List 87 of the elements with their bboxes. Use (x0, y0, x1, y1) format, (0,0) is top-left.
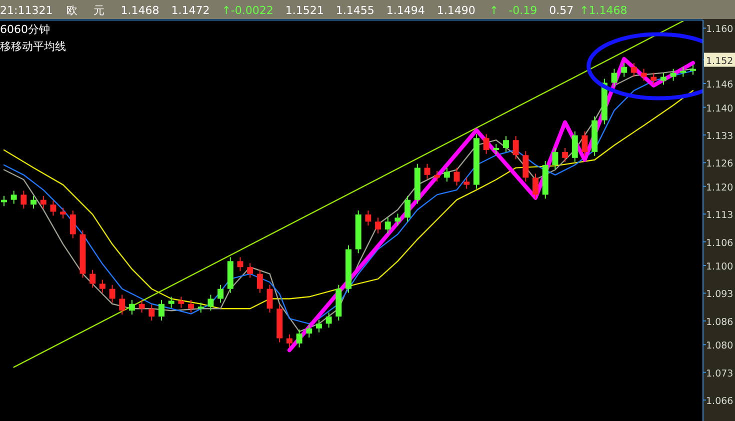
candlestick (522, 150, 529, 182)
candlestick (198, 302, 204, 314)
text: 欧 (66, 4, 78, 17)
candlestick (512, 136, 519, 160)
candlestick (296, 329, 302, 348)
text: 元 (94, 4, 105, 17)
text: 21:11321 (0, 4, 53, 17)
candlestick (503, 136, 509, 152)
candlestick (464, 177, 470, 190)
candlestick (670, 68, 676, 82)
candlestick (483, 134, 490, 154)
candlestick (630, 62, 637, 78)
candlestick (128, 299, 135, 316)
candlestick (119, 294, 126, 316)
candlestick (168, 296, 174, 308)
candlestick (50, 200, 56, 216)
candlestick (10, 190, 17, 204)
candlestick (582, 130, 588, 156)
annotation: 移移动平均线 (0, 40, 66, 53)
y-tick-label: 1.140 (706, 103, 734, 114)
candlestick (690, 64, 696, 76)
y-tick-label: 1.080 (706, 340, 734, 352)
candlestick (572, 130, 578, 162)
candlestick (30, 195, 37, 210)
candlestick (375, 217, 382, 234)
text: 1.1455 (336, 4, 374, 17)
candlestick (218, 284, 224, 304)
candlestick (621, 62, 628, 78)
candlestick (444, 167, 450, 182)
text: 1.1472 (171, 4, 210, 17)
y-tick-label: 1.093 (706, 289, 734, 300)
candlestick (237, 256, 244, 272)
candlestick (40, 195, 46, 210)
y-tick-label: 1.113 (706, 210, 734, 222)
candlestick (138, 299, 145, 314)
y-tick-label: 1.073 (706, 368, 734, 380)
y-tick-label: 1.120 (706, 182, 734, 194)
y-tick-label: 1.066 (706, 396, 734, 408)
text: ↑ (489, 4, 499, 17)
y-tick-label: 1.100 (706, 262, 734, 273)
y-tick-label: 1.152 (706, 56, 734, 67)
candlestick (60, 207, 66, 219)
candlestick (70, 210, 76, 239)
candlestick (178, 296, 184, 308)
candlestick (266, 284, 273, 314)
candlestick (188, 299, 194, 314)
candlestick (384, 217, 391, 234)
text: ↑-0.0022 (222, 4, 274, 17)
y-tick-label: 1.146 (706, 80, 734, 91)
y-tick-label: 1.133 (706, 130, 734, 142)
text: 1.1521 (285, 4, 324, 17)
text: 1.1490 (436, 4, 476, 17)
candlestick (640, 68, 647, 82)
candlestick (326, 312, 332, 328)
candlestick (434, 170, 440, 182)
text: 1.1494 (386, 4, 425, 17)
candlestick (158, 299, 164, 322)
candlestick (90, 269, 96, 288)
candlestick (99, 279, 106, 294)
candlestick (562, 148, 568, 162)
candlestick (394, 213, 401, 226)
candlestick (680, 66, 686, 78)
candlestick (208, 294, 214, 312)
y-tick-label: 1.086 (706, 316, 734, 328)
candlestick (109, 284, 116, 304)
candlestick (148, 304, 155, 322)
candlestick (552, 148, 558, 170)
candlestick (454, 167, 460, 186)
candlestick (247, 262, 254, 278)
text: -0.19 (508, 4, 538, 17)
candlestick (365, 210, 372, 226)
y-tick-label: 1.126 (706, 158, 734, 170)
candlestick (404, 195, 411, 222)
y-tick-label: 1.106 (706, 238, 734, 249)
candlestick (532, 173, 538, 200)
candlestick (20, 190, 27, 210)
annotation: 6060分钟 (0, 23, 50, 36)
candlestick (424, 163, 430, 180)
candlestick (256, 269, 263, 294)
candlestick (493, 144, 500, 154)
y-tick-label: 1.160 (706, 24, 734, 36)
text: ↑1.1468 (580, 4, 628, 17)
candlestick (306, 324, 312, 338)
candlestick (316, 319, 322, 333)
candlestick (286, 334, 292, 348)
text: 1.1468 (120, 4, 160, 17)
text: 0.57 (549, 4, 574, 17)
